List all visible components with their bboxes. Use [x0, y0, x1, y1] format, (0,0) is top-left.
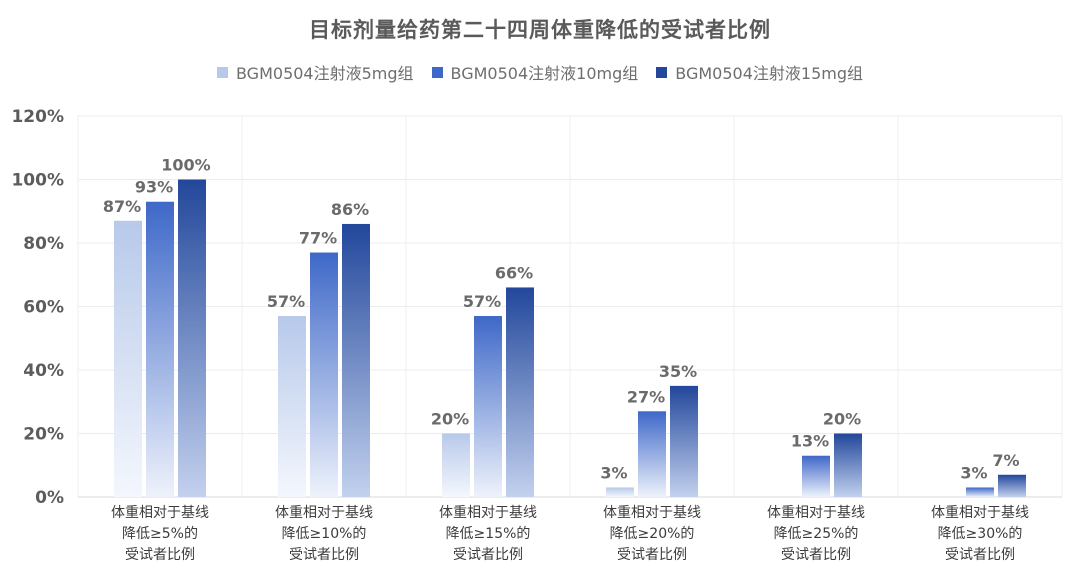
x-tick-label: 受试者比例 — [125, 547, 195, 563]
x-tick-label: 体重相对于基线 — [603, 504, 701, 521]
bar — [178, 179, 206, 497]
legend-item-10mg: BGM0504注射液10mg组 — [431, 60, 639, 84]
y-tick-label: 40% — [23, 361, 64, 381]
y-tick-label: 20% — [23, 425, 64, 445]
legend-label-15mg: BGM0504注射液15mg组 — [675, 64, 863, 83]
data-label: 57% — [463, 292, 501, 311]
chart-legend: BGM0504注射液5mg组 BGM0504注射液10mg组 BGM0504注射… — [0, 60, 1080, 84]
data-label: 3% — [960, 463, 987, 482]
x-tick-label: 受试者比例 — [945, 547, 1015, 563]
data-label: 13% — [791, 432, 829, 451]
x-tick-label: 体重相对于基线 — [111, 504, 209, 521]
x-tick-label: 降低≥10%的 — [282, 526, 367, 542]
x-tick-label: 受试者比例 — [289, 547, 359, 563]
x-tick-label: 降低≥30%的 — [938, 526, 1023, 542]
bar — [606, 487, 634, 497]
data-label: 27% — [627, 387, 665, 406]
bar — [506, 287, 534, 497]
legend-item-15mg: BGM0504注射液15mg组 — [656, 60, 863, 84]
legend-swatch-10mg — [431, 66, 443, 78]
data-label: 35% — [659, 362, 697, 381]
y-tick-label: 60% — [23, 298, 64, 318]
x-tick-label: 体重相对于基线 — [275, 504, 373, 521]
data-label: 87% — [103, 197, 141, 216]
chart-title: 目标剂量给药第二十四周体重降低的受试者比例 — [309, 18, 771, 42]
bar — [146, 201, 174, 497]
data-label: 86% — [331, 200, 369, 219]
x-tick-label: 降低≥25%的 — [774, 526, 859, 542]
data-label: 20% — [823, 410, 861, 429]
legend-label-5mg: BGM0504注射液5mg组 — [235, 64, 414, 83]
legend-swatch-5mg — [216, 66, 228, 78]
data-label: 7% — [992, 451, 1019, 470]
bar — [310, 252, 338, 497]
bar — [278, 316, 306, 497]
data-label: 66% — [495, 263, 533, 282]
bar — [802, 455, 830, 497]
bar — [998, 474, 1026, 497]
bar — [670, 385, 698, 497]
x-tick-label: 受试者比例 — [781, 547, 851, 563]
data-label: 100% — [161, 156, 210, 175]
x-tick-label: 体重相对于基线 — [931, 504, 1029, 521]
x-tick-label: 降低≥5%的 — [122, 526, 198, 542]
x-tick-label: 受试者比例 — [453, 547, 523, 563]
legend-swatch-15mg — [656, 66, 668, 78]
bar — [474, 316, 502, 497]
bar — [834, 433, 862, 497]
bar — [966, 487, 994, 497]
data-label: 3% — [600, 463, 627, 482]
bar — [342, 223, 370, 497]
data-label: 93% — [135, 178, 173, 197]
x-tick-label: 体重相对于基线 — [767, 504, 865, 521]
y-tick-label: 80% — [23, 234, 64, 254]
data-label: 57% — [267, 292, 305, 311]
legend-item-5mg: BGM0504注射液5mg组 — [216, 60, 414, 84]
bar — [114, 220, 142, 497]
data-label: 77% — [299, 229, 337, 248]
x-tick-label: 降低≥15%的 — [446, 526, 531, 542]
bar — [442, 433, 470, 497]
y-tick-label: 0% — [35, 488, 64, 508]
y-tick-label: 100% — [11, 171, 64, 191]
legend-label-10mg: BGM0504注射液10mg组 — [450, 64, 639, 83]
x-tick-label: 受试者比例 — [617, 547, 687, 563]
bar — [638, 411, 666, 497]
x-tick-label: 降低≥20%的 — [610, 526, 695, 542]
y-tick-label: 120% — [11, 107, 64, 127]
data-label: 20% — [431, 410, 469, 429]
x-tick-label: 体重相对于基线 — [439, 504, 537, 521]
